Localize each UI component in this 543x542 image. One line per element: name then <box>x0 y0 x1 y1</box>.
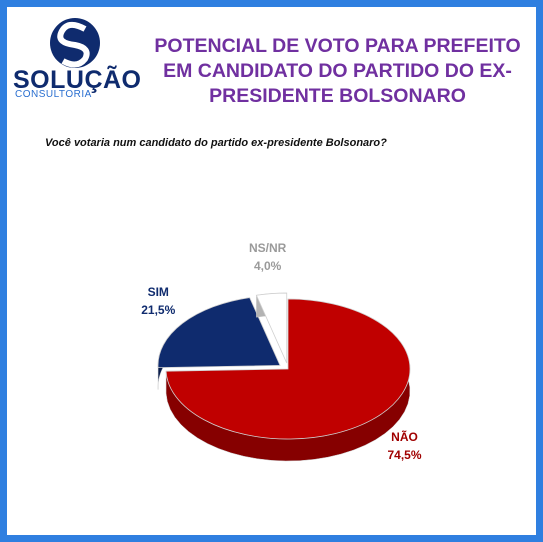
chart-title: POTENCIAL DE VOTO PARA PREFEITO EM CANDI… <box>154 35 521 107</box>
logo-name: SOLUÇÃO <box>13 66 142 94</box>
chart-subtitle: Você votaria num candidato do partido ex… <box>45 137 387 149</box>
slice-top <box>157 297 281 369</box>
slice-label: NS/NR <box>249 241 287 255</box>
slice-label: SIM <box>148 285 169 299</box>
slice-top <box>255 292 288 364</box>
value-label: 74,5% <box>388 448 422 462</box>
value-label: 4,0% <box>254 259 282 273</box>
pie-slice <box>165 298 411 462</box>
logo-tagline: CONSULTORIA <box>15 89 92 100</box>
slice-top <box>165 298 411 440</box>
pie-slice <box>255 292 288 364</box>
pie-slice <box>157 297 281 390</box>
chart: NÃO 74,5% SIM 21,5% NS/NR 4,0% <box>50 18 422 462</box>
slice-label: NÃO <box>391 429 418 444</box>
value-label: 21,5% <box>141 303 175 317</box>
logo-icon <box>50 18 100 68</box>
